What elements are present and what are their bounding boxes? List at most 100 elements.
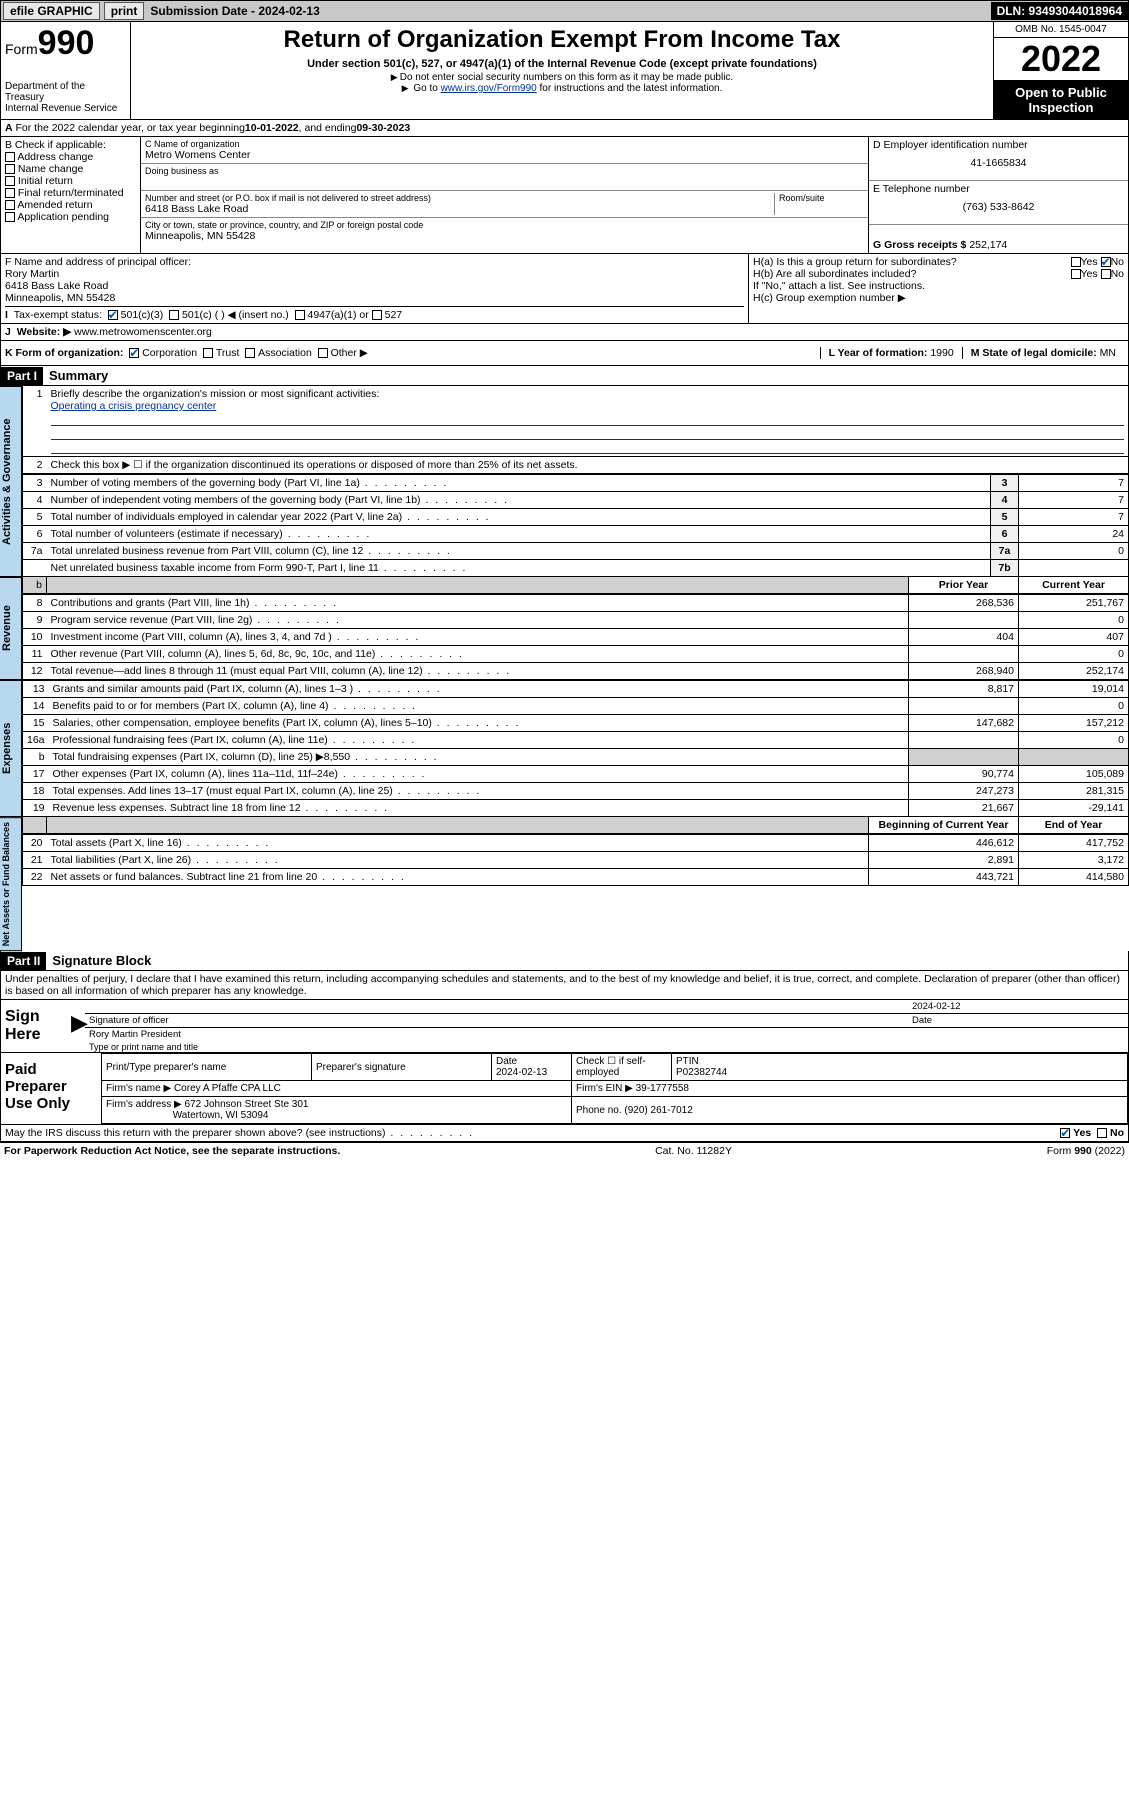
officer-printed-name: Rory Martin President: [85, 1028, 1128, 1042]
ein-value: 41-1665834: [873, 157, 1124, 169]
cb-ha-no[interactable]: [1101, 257, 1111, 267]
cb-initial-return[interactable]: [5, 176, 15, 186]
entity-info-block: B Check if applicable: Address change Na…: [0, 137, 1129, 254]
hc-label: H(c) Group exemption number ▶: [753, 292, 1124, 304]
street-label: Number and street (or P.O. box if mail i…: [145, 193, 774, 203]
dln-label: DLN: 93493044018964: [991, 2, 1128, 20]
phone-value: (763) 533-8642: [873, 201, 1124, 213]
q2-label: Check this box ▶ ☐ if the organization d…: [47, 457, 1129, 474]
firm-addr1: 672 Johnson Street Ste 301: [185, 1099, 309, 1110]
hb-label: H(b) Are all subordinates included?: [753, 268, 916, 280]
omb-number: OMB No. 1545-0047: [994, 22, 1128, 38]
footer-left: For Paperwork Reduction Act Notice, see …: [4, 1145, 340, 1157]
col-end: End of Year: [1019, 817, 1129, 834]
sign-here-label: Sign Here: [1, 1000, 71, 1052]
type-name-label: Type or print name and title: [85, 1042, 1128, 1052]
cb-hb-no[interactable]: [1101, 269, 1111, 279]
box-g-label: G Gross receipts $: [873, 239, 966, 251]
form-header: Form990 Department of the Treasury Inter…: [0, 22, 1129, 120]
irs-label: Internal Revenue Service: [5, 103, 126, 114]
hb-note: If "No," attach a list. See instructions…: [753, 280, 1124, 292]
sig-date-val: 2024-02-12: [908, 1000, 1128, 1014]
cb-address-change[interactable]: [5, 152, 15, 162]
col-prior: Prior Year: [909, 577, 1019, 594]
mission-text[interactable]: Operating a crisis pregnancy center: [51, 400, 217, 412]
firm-phone: (920) 261-7012: [624, 1105, 692, 1116]
firm-addr2: Watertown, WI 53094: [173, 1110, 269, 1121]
officer-addr2: Minneapolis, MN 55428: [5, 292, 744, 304]
q1-label: Briefly describe the organization's miss…: [51, 388, 380, 400]
dept-treasury: Department of the Treasury: [5, 81, 126, 103]
city-label: City or town, state or province, country…: [145, 220, 864, 230]
cb-final-return[interactable]: [5, 188, 15, 198]
line-i-label: Tax-exempt status:: [14, 309, 102, 321]
form-title: Return of Organization Exempt From Incom…: [137, 26, 987, 54]
room-label: Room/suite: [779, 193, 864, 203]
col-begin: Beginning of Current Year: [869, 817, 1019, 834]
cb-trust[interactable]: [203, 348, 213, 358]
officer-group-block: F Name and address of principal officer:…: [0, 254, 1129, 324]
line-j: J Website: ▶ www.metrowomenscenter.org: [0, 324, 1129, 341]
ptin-value: P02382744: [676, 1067, 727, 1078]
line-klm: K Form of organization: Corporation Trus…: [0, 341, 1129, 366]
cb-4947[interactable]: [295, 310, 305, 320]
box-e-label: E Telephone number: [873, 183, 1124, 195]
city-state-zip: Minneapolis, MN 55428: [145, 230, 864, 242]
year-formation: 1990: [930, 347, 953, 359]
cb-527[interactable]: [372, 310, 382, 320]
footer-mid: Cat. No. 11282Y: [655, 1145, 732, 1157]
cb-other[interactable]: [318, 348, 328, 358]
gross-receipts: 252,174: [969, 239, 1007, 251]
officer-name: Rory Martin: [5, 268, 744, 280]
cb-name-change[interactable]: [5, 164, 15, 174]
open-public-1: Open to Public: [998, 85, 1124, 100]
sig-date-label: Date: [908, 1014, 1128, 1028]
prep-self-employed: Check ☐ if self-employed: [572, 1054, 672, 1081]
tab-revenue: Revenue: [0, 577, 22, 680]
page-footer: For Paperwork Reduction Act Notice, see …: [0, 1142, 1129, 1159]
ha-label: H(a) Is this a group return for subordin…: [753, 256, 957, 268]
form-number: 990: [38, 24, 95, 62]
discuss-line: May the IRS discuss this return with the…: [0, 1125, 1129, 1142]
tab-governance: Activities & Governance: [0, 386, 22, 577]
footer-right: Form 990 (2022): [1047, 1145, 1125, 1157]
efile-button[interactable]: efile GRAPHIC: [3, 2, 100, 20]
part2-header: Part II Signature Block: [0, 951, 1129, 971]
box-b-label: B Check if applicable:: [5, 139, 136, 151]
prep-date: 2024-02-13: [496, 1067, 547, 1078]
box-f-label: F Name and address of principal officer:: [5, 256, 744, 268]
paid-preparer-label: Paid Preparer Use Only: [1, 1053, 101, 1124]
cb-ha-yes[interactable]: [1071, 257, 1081, 267]
open-public-2: Inspection: [998, 100, 1124, 115]
note-ssn: Do not enter social security numbers on …: [137, 72, 987, 83]
website-url: www.metrowomenscenter.org: [74, 326, 212, 338]
tax-year: 2022: [994, 38, 1128, 81]
cb-corp[interactable]: [129, 348, 139, 358]
dba-label: Doing business as: [145, 166, 864, 176]
cb-app-pending[interactable]: [5, 212, 15, 222]
org-name: Metro Womens Center: [145, 149, 864, 161]
sig-officer-label: Signature of officer: [85, 1014, 908, 1028]
officer-addr1: 6418 Bass Lake Road: [5, 280, 744, 292]
cb-501c3[interactable]: [108, 310, 118, 320]
irs-link[interactable]: www.irs.gov/Form990: [441, 83, 537, 94]
tab-expenses: Expenses: [0, 680, 22, 817]
tab-balances: Net Assets or Fund Balances: [0, 817, 22, 951]
street-address: 6418 Bass Lake Road: [145, 203, 774, 215]
cb-assoc[interactable]: [245, 348, 255, 358]
note-goto: Go to www.irs.gov/Form990 for instructio…: [137, 83, 987, 94]
print-button[interactable]: print: [104, 2, 145, 20]
box-d-label: D Employer identification number: [873, 139, 1124, 151]
form-word: Form: [5, 41, 38, 57]
cb-amended[interactable]: [5, 200, 15, 210]
sign-arrow-icon: ▶: [71, 1000, 85, 1052]
cb-discuss-no[interactable]: [1097, 1128, 1107, 1138]
part1-header: Part I Summary: [0, 366, 1129, 386]
line-a-tax-year: A For the 2022 calendar year, or tax yea…: [0, 120, 1129, 137]
firm-ein: 39-1777558: [636, 1083, 689, 1094]
cb-hb-yes[interactable]: [1071, 269, 1081, 279]
form-subtitle: Under section 501(c), 527, or 4947(a)(1)…: [137, 58, 987, 70]
cb-discuss-yes[interactable]: [1060, 1128, 1070, 1138]
cb-501c[interactable]: [169, 310, 179, 320]
firm-name: Corey A Pfaffe CPA LLC: [174, 1083, 281, 1094]
